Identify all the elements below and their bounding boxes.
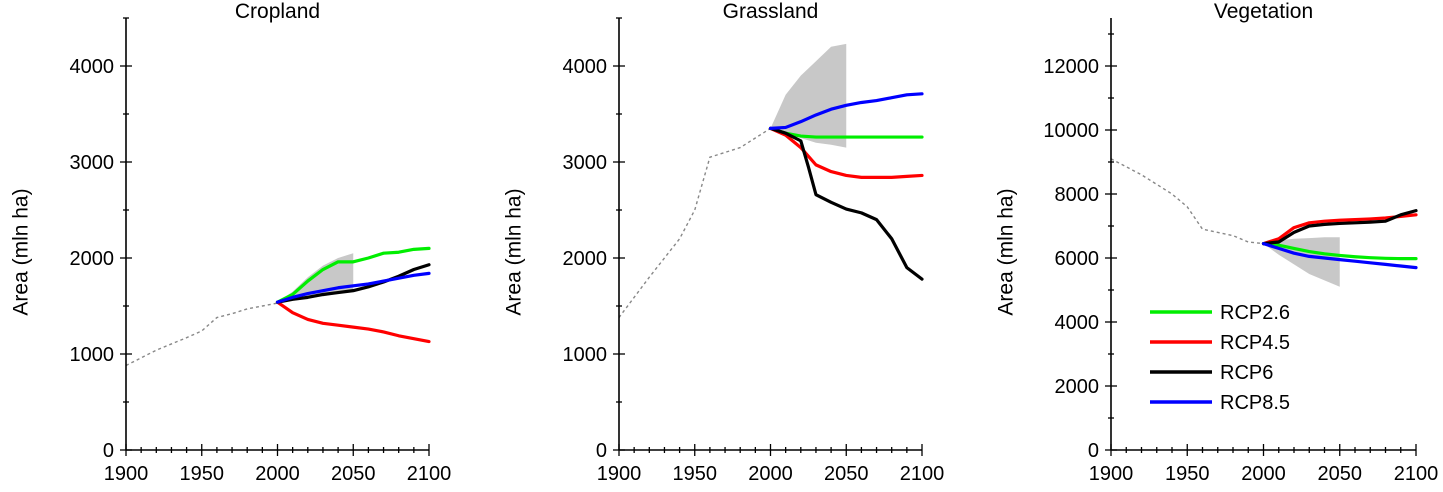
series-line-rcp6	[275, 263, 431, 304]
legend-label: RCP8.5	[1220, 392, 1290, 414]
y-tick-label: 6000	[1055, 248, 1100, 270]
series-line-rcp6	[768, 126, 924, 281]
historical-series-line	[1110, 158, 1264, 245]
y-axis-label: Area (mln ha)	[9, 188, 32, 315]
x-tick-label: 2050	[1318, 463, 1363, 485]
legend-label: RCP4.5	[1220, 332, 1290, 354]
legend: RCP2.6 RCP4.5 RCP6 RCP8.5	[1150, 302, 1290, 414]
series-line-rcp8-5	[768, 92, 924, 130]
y-tick-label: 8000	[1055, 184, 1100, 206]
chart-title: Cropland	[235, 0, 320, 23]
y-tick-label: 10000	[1043, 120, 1099, 142]
x-tick-label: 2000	[255, 463, 300, 485]
x-tick-label: 1900	[1089, 463, 1134, 485]
series-line-rcp8-5	[275, 271, 431, 304]
x-tick-label: 1900	[597, 463, 642, 485]
historical-series-line	[125, 302, 278, 367]
chart-title: Vegetation	[1214, 0, 1313, 23]
x-tick-label: 2050	[331, 463, 376, 485]
y-tick-label: 4000	[70, 56, 115, 78]
y-tick-label: 2000	[70, 248, 115, 270]
x-tick-label: 2000	[1241, 463, 1286, 485]
x-tick-label: 1950	[180, 463, 225, 485]
series-line-rcp2-6	[768, 126, 924, 139]
y-tick-label: 3000	[70, 152, 115, 174]
series-line-rcp4-5	[768, 126, 924, 179]
chart-panel-vegetation: Vegetation Area (mln ha) 0 2000 4000 6000 8000…	[994, 0, 1438, 485]
y-tick-label: 2000	[563, 248, 608, 270]
series-line-rcp6	[1261, 209, 1418, 246]
x-tick-label: 2100	[407, 463, 452, 485]
chart-panel-cropland: Cropland Area (mln ha) 0 1000 2000 3000 4000 19…	[9, 0, 451, 485]
x-tick-label: 1950	[1165, 463, 1210, 485]
uncertainty-range-band	[770, 43, 847, 148]
y-axis-label: Area (mln ha)	[502, 188, 525, 315]
series-line-rcp2-6	[275, 246, 431, 304]
y-tick-label: 3000	[563, 152, 608, 174]
historical-series-line	[618, 127, 771, 318]
series-line-rcp2-6	[1261, 242, 1418, 261]
series-line-rcp8-5	[1261, 242, 1418, 270]
y-tick-label: 0	[596, 440, 607, 462]
x-tick-label: 1950	[673, 463, 718, 485]
y-tick-label: 0	[103, 440, 114, 462]
legend-label: RCP2.6	[1220, 302, 1290, 324]
series-line-rcp4-5	[275, 300, 431, 344]
y-tick-label: 2000	[1055, 376, 1100, 398]
y-axis-label: Area (mln ha)	[994, 188, 1017, 315]
y-tick-label: 1000	[563, 344, 608, 366]
x-tick-label: 2100	[900, 463, 945, 485]
x-tick-label: 2000	[748, 463, 793, 485]
x-tick-label: 1900	[104, 463, 149, 485]
y-tick-label: 1000	[70, 344, 115, 366]
x-tick-label: 2100	[1394, 463, 1439, 485]
y-tick-label: 4000	[563, 56, 608, 78]
x-tick-label: 2050	[824, 463, 869, 485]
y-tick-label: 0	[1088, 440, 1099, 462]
chart-panel-grassland: Grassland Area (mln ha) 0 1000 2000 3000 4000 1…	[502, 0, 944, 485]
y-tick-label: 4000	[1055, 312, 1100, 334]
y-tick-label: 12000	[1043, 56, 1099, 78]
legend-label: RCP6	[1220, 362, 1273, 384]
chart-title: Grassland	[723, 0, 819, 23]
